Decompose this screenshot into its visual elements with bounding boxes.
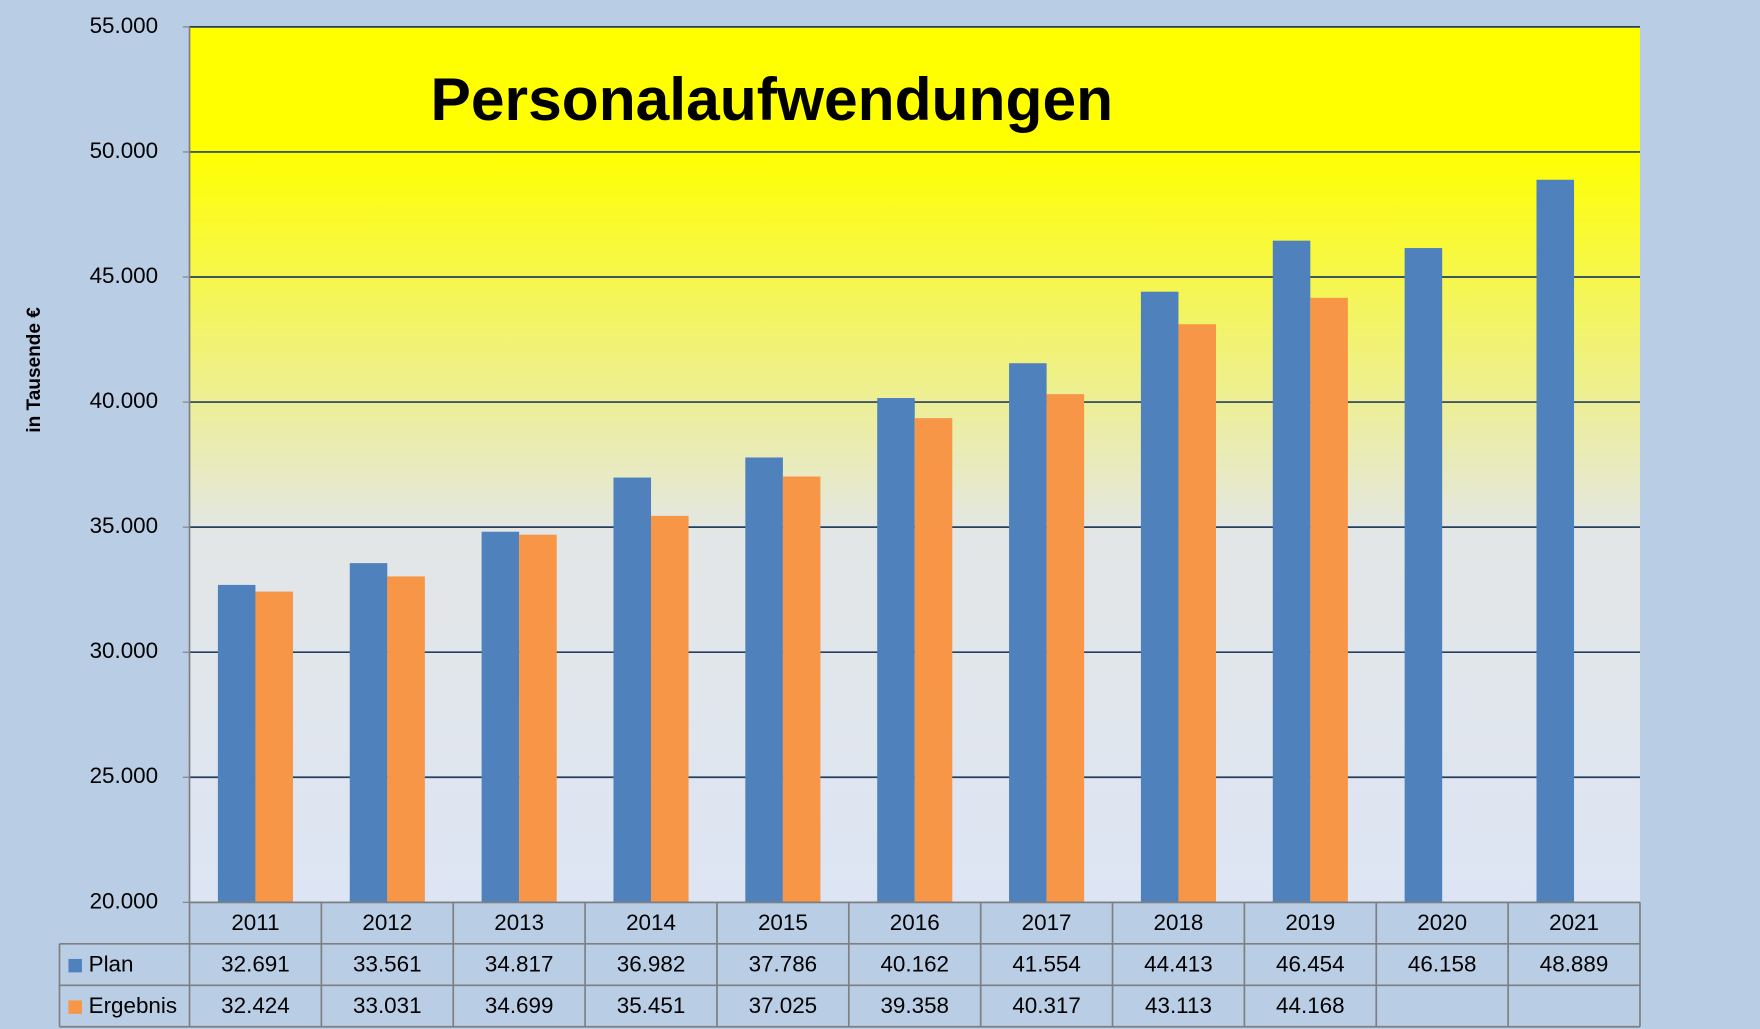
data-label: 34.817	[485, 952, 554, 977]
x-tick-label: 2021	[1549, 910, 1599, 935]
data-label: 44.168	[1276, 993, 1345, 1018]
bar	[217, 584, 256, 903]
data-label: 37.786	[749, 952, 818, 977]
data-label: 44.413	[1144, 952, 1213, 977]
x-tick-label: 2017	[1022, 910, 1072, 935]
x-tick-label: 2020	[1417, 910, 1467, 935]
data-label: 32.691	[221, 952, 290, 977]
y-tick-label: 35.000	[90, 513, 159, 538]
bar	[1009, 363, 1047, 903]
bar	[1272, 240, 1311, 903]
bar	[914, 418, 953, 903]
y-tick-label: 25.000	[90, 763, 159, 788]
x-tick-label: 2018	[1154, 910, 1204, 935]
bar	[877, 398, 915, 903]
data-label: 35.451	[617, 993, 686, 1018]
bar	[1140, 291, 1179, 903]
data-label: 33.561	[353, 952, 422, 977]
data-label: 43.113	[1145, 993, 1212, 1018]
data-label: 32.424	[221, 993, 290, 1018]
x-tick-label: 2013	[494, 910, 544, 935]
bar	[745, 457, 783, 903]
bar	[255, 591, 293, 903]
data-label: 39.358	[880, 993, 949, 1018]
bar	[613, 477, 652, 903]
y-tick-label: 30.000	[90, 638, 159, 663]
bar	[519, 534, 557, 903]
x-tick-label: 2016	[890, 910, 940, 935]
y-tick-label: 50.000	[90, 138, 159, 163]
legend-label: Plan	[89, 952, 134, 977]
x-tick-label: 2012	[362, 910, 412, 935]
chart-title: Personalaufwendungen	[431, 65, 1114, 133]
y-tick-label: 55.000	[90, 13, 159, 38]
data-label: 34.699	[485, 993, 554, 1018]
data-label: 36.982	[617, 952, 686, 977]
data-label: 46.454	[1276, 952, 1345, 977]
data-label: 40.317	[1012, 993, 1081, 1018]
bar	[782, 476, 821, 903]
x-tick-label: 2011	[231, 910, 279, 935]
data-label: 46.158	[1408, 952, 1477, 977]
bar	[349, 563, 388, 903]
y-tick-label: 45.000	[90, 263, 159, 288]
data-label: 40.162	[880, 952, 949, 977]
data-label: 37.025	[749, 993, 818, 1018]
bar	[481, 531, 520, 903]
legend-swatch	[68, 958, 82, 973]
legend-label: Ergebnis	[89, 993, 177, 1018]
y-tick-label: 20.000	[90, 888, 159, 913]
y-tick-label: 40.000	[90, 388, 159, 413]
bar	[1404, 248, 1443, 903]
bar	[1536, 179, 1575, 903]
data-label: 41.554	[1012, 952, 1081, 977]
bar	[651, 515, 689, 903]
bar	[387, 576, 425, 903]
x-tick-label: 2015	[758, 910, 808, 935]
legend-swatch	[68, 1000, 82, 1014]
x-tick-label: 2019	[1285, 910, 1335, 935]
bar	[1046, 394, 1085, 903]
data-label: 48.889	[1540, 952, 1609, 977]
data-label: 33.031	[353, 993, 422, 1018]
y-axis-label: in Tausende €	[24, 307, 45, 433]
bar	[1310, 297, 1348, 903]
x-tick-label: 2014	[626, 910, 676, 935]
bar	[1178, 324, 1217, 903]
